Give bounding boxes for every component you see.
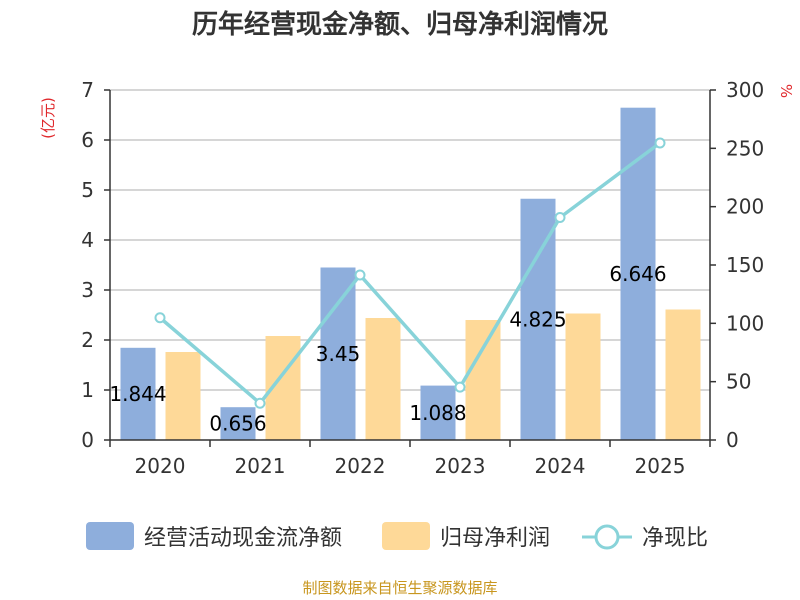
left-axis-tick-label: 6 [81,128,94,152]
ratio-point [554,212,566,224]
x-axis-tick-label: 2020 [135,454,186,478]
legend-label-net-profit: 归母净利润 [440,526,550,551]
bar-cashflow [120,347,156,440]
bar-net-profit [365,318,401,440]
right-axis-tick-label: 50 [726,370,751,394]
legend-swatch-cashflow [86,522,134,550]
x-axis-tick-label: 2025 [635,454,686,478]
bar-net-profit [165,352,201,440]
bar-cashflow [320,267,356,440]
data-labels: 1.844 0.656 3.45 1.088 4.825 6.646 [109,262,666,436]
legend-swatch-net-profit [382,522,430,550]
bar-cashflow [620,107,656,440]
left-axis-tick-label: 0 [81,428,94,452]
ratio-point [454,381,466,393]
x-axis-tick-label: 2024 [535,454,586,478]
source-note: 制图数据来自恒生聚源数据库 [302,579,497,597]
right-axis-tick-label: 250 [726,136,764,160]
legend-label-ratio: 净现比 [642,526,708,551]
bar-data-label: 1.088 [409,401,466,425]
bar-data-label: 0.656 [209,412,266,436]
legend: 经营活动现金流净额 归母净利润 净现比 [86,522,708,551]
bar-cashflow [220,407,256,440]
right-axis-tick-label: 150 [726,253,764,277]
x-axis-tick-label: 2022 [335,454,386,478]
right-axis-tick-label: 0 [726,428,739,452]
x-axis-tick-label: 2023 [435,454,486,478]
left-axis-tick-label: 5 [81,178,94,202]
right-axis-tick-label: 100 [726,311,764,335]
left-axis-tick-label: 7 [81,78,94,102]
left-axis-unit: (亿元) [39,97,57,139]
left-axis-tick-label: 4 [81,228,94,252]
bar-cashflow [520,198,556,440]
legend-label-cashflow: 经营活动现金流净额 [144,526,342,551]
left-axis-tick-label: 3 [81,278,94,302]
right-axis-tick-label: 200 [726,195,764,219]
gridlines [110,89,710,391]
left-axis-tick-label: 1 [81,378,94,402]
right-axis-unit: % [777,84,795,98]
ratio-line [158,141,662,406]
x-axis-tick-label: 2021 [235,454,286,478]
legend-marker-ratio [594,524,620,550]
ratio-point [254,397,266,409]
bar-cashflow [420,385,456,440]
chart-title: 历年经营现金净额、归母净利润情况 [192,9,608,40]
left-axis-tick-label: 2 [81,328,94,352]
ratio-point [654,137,666,149]
ratio-point [354,269,366,281]
axes: 0 1 2 3 4 5 6 7 0 50 100 150 200 250 300 2020 2021 2022 20… [81,78,764,478]
right-axis-tick-label: 300 [726,78,764,102]
bar-data-label: 4.825 [509,307,566,331]
bar-net-profit [665,309,701,440]
bar-data-label: 1.844 [109,382,166,406]
bar-net-profit [465,320,501,440]
bar-net-profit [565,313,601,440]
bar-data-label: 3.45 [316,342,361,366]
line-series [154,137,666,409]
bar-series [120,107,701,440]
bar-data-label: 6.646 [609,262,666,286]
ratio-point [154,312,166,324]
